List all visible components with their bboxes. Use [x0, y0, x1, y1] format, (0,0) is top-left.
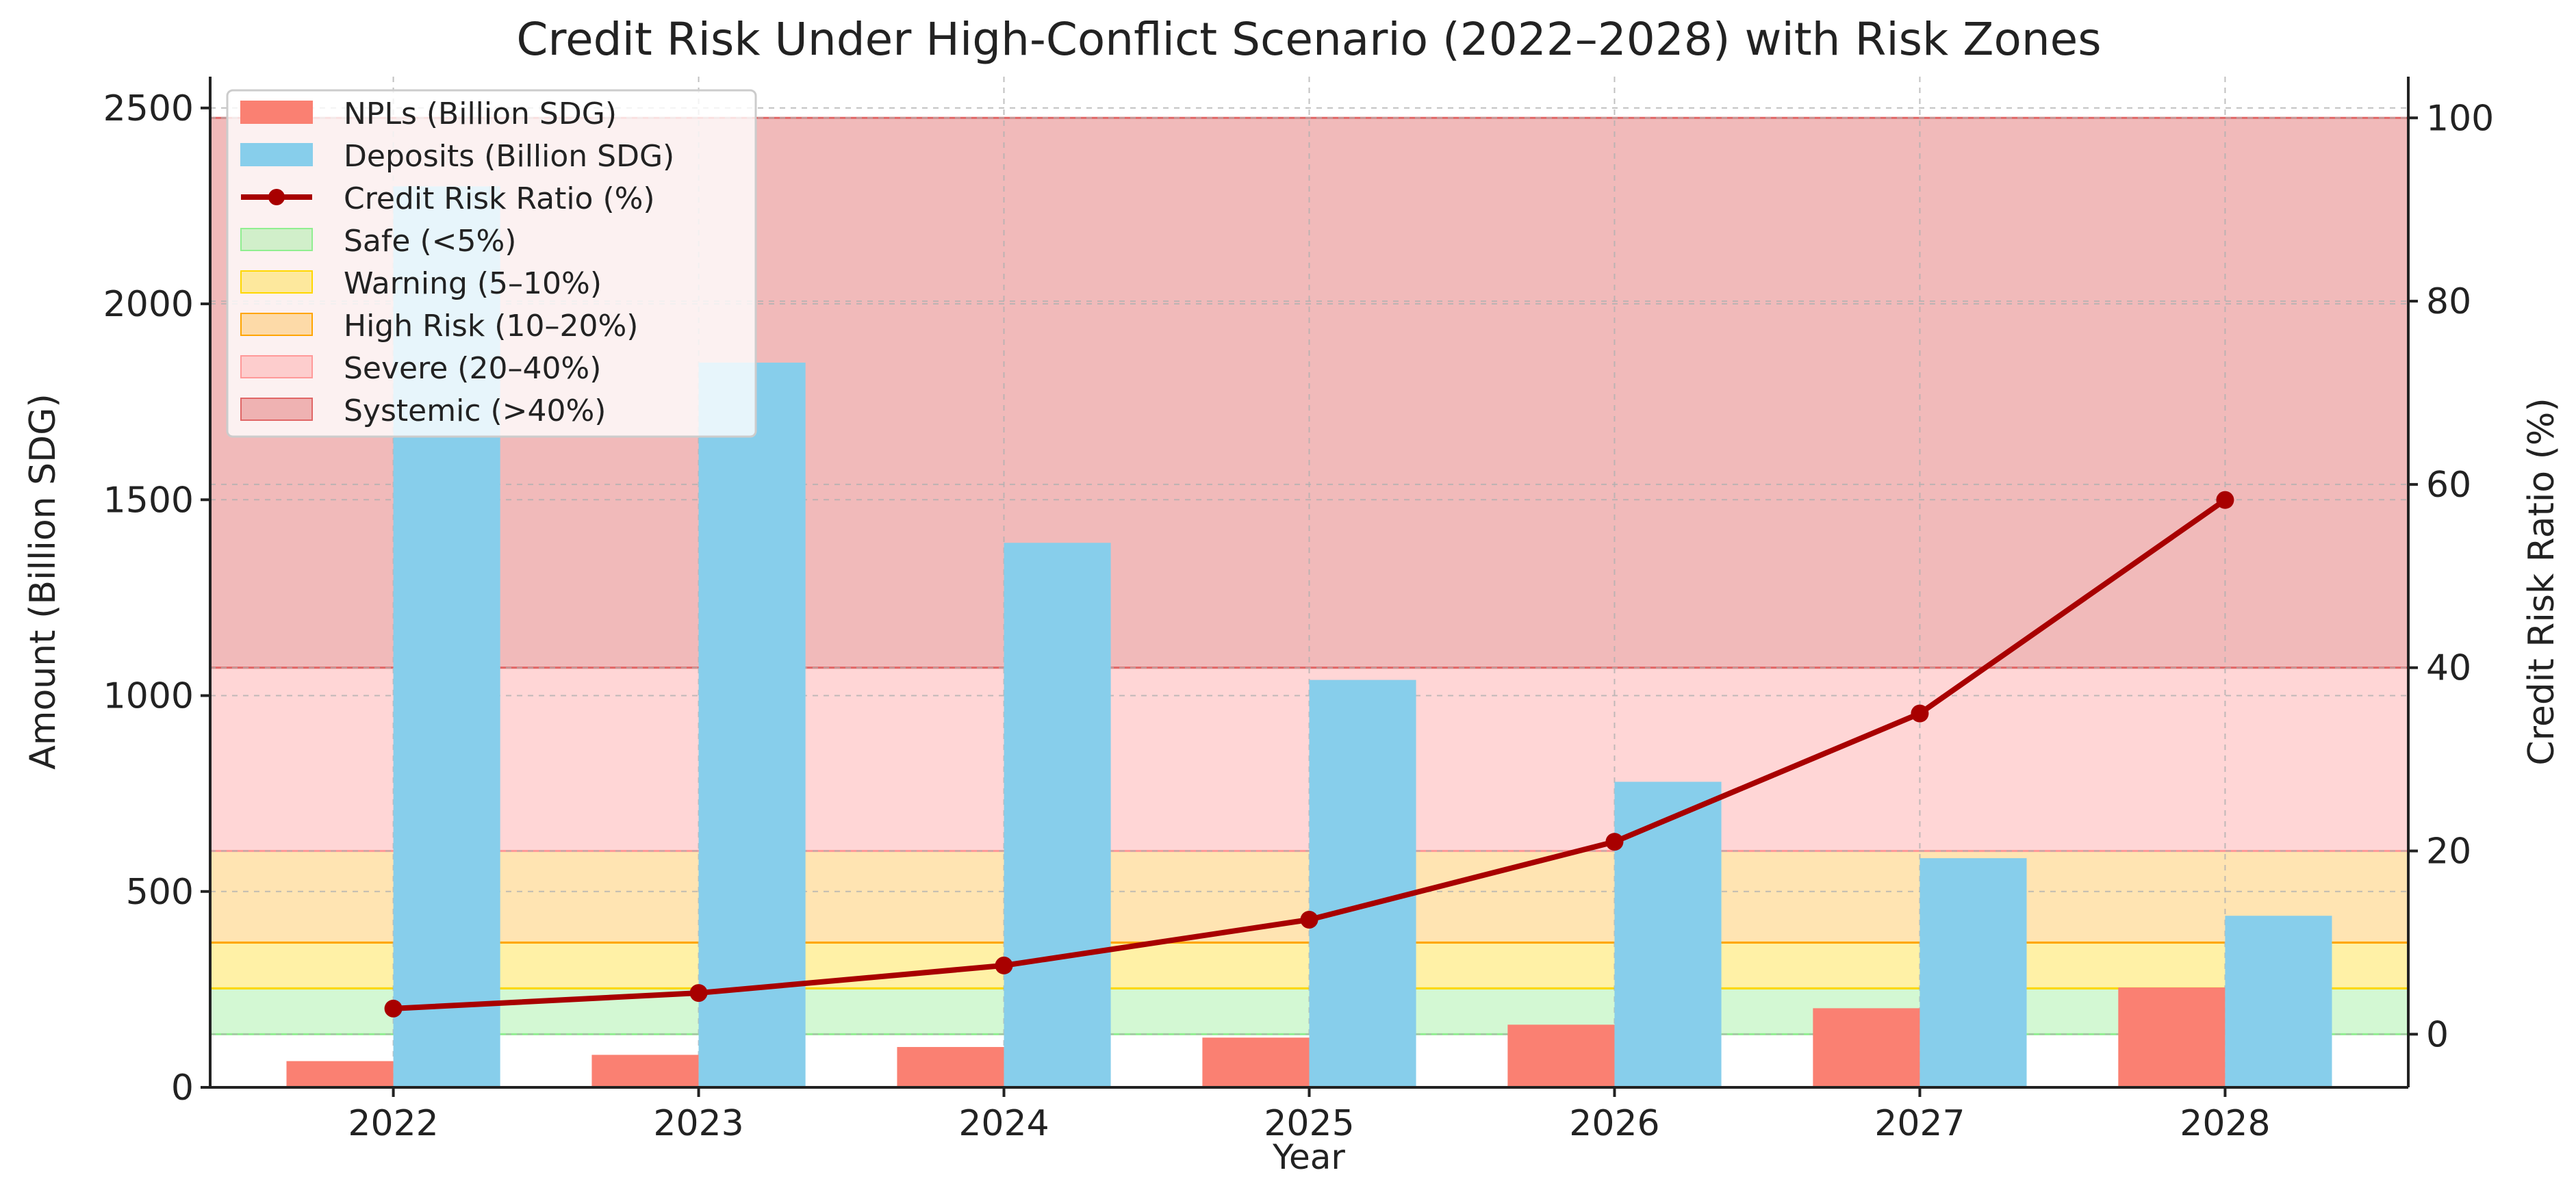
legend-label-1: Deposits (Billion SDG) — [344, 139, 674, 174]
risk-ratio-point-2027 — [1911, 704, 1929, 723]
bar-deposits-2023 — [698, 362, 806, 1087]
x-tick-label-2023: 2023 — [653, 1103, 743, 1144]
legend-swatch-6 — [240, 355, 313, 378]
x-tick-label-2025: 2025 — [1264, 1103, 1354, 1144]
risk-ratio-point-2026 — [1605, 833, 1624, 851]
risk-ratio-line — [384, 491, 2234, 1018]
bar-deposits-2024 — [1004, 543, 1111, 1087]
x-tick-label-2027: 2027 — [1874, 1103, 1965, 1144]
legend-label-4: Warning (5–10%) — [344, 266, 602, 301]
bars — [286, 186, 2332, 1088]
bar-deposits-2025 — [1309, 680, 1416, 1087]
legend-label-2: Credit Risk Ratio (%) — [344, 181, 655, 216]
y-tick-label-0: 0 — [171, 1068, 194, 1109]
legend: NPLs (Billion SDG) Deposits (Billion SDG)… — [226, 89, 757, 438]
risk-ratio-point-2025 — [1300, 910, 1318, 929]
legend-swatch-5 — [240, 313, 313, 336]
y-tick-label-5: 2500 — [103, 88, 194, 129]
y-axis-label: Amount (Billion SDG) — [23, 393, 64, 770]
legend-label-3: Safe (<5%) — [344, 224, 516, 259]
legend-swatch-7 — [240, 398, 313, 421]
legend-label-0: NPLs (Billion SDG) — [344, 96, 617, 131]
bar-npl-2023 — [591, 1055, 699, 1087]
bar-npl-2025 — [1202, 1037, 1310, 1087]
risk-ratio-point-2022 — [384, 999, 403, 1018]
y-tick-label-3: 1500 — [103, 480, 194, 521]
y2-tick-label-0: 0 — [2426, 1014, 2449, 1055]
y-tick-label-4: 2000 — [103, 284, 194, 325]
legend-label-6: Severe (20–40%) — [344, 351, 601, 386]
legend-label-5: High Risk (10–20%) — [344, 309, 638, 344]
x-tick-label-2024: 2024 — [958, 1103, 1049, 1144]
legend-swatch-3 — [240, 228, 313, 251]
legend-marker-2 — [268, 189, 285, 205]
legend-swatch-4 — [240, 270, 313, 294]
bar-npl-2024 — [897, 1047, 1004, 1087]
x-tick-label-2028: 2028 — [2180, 1103, 2270, 1144]
legend-swatch-1 — [240, 143, 313, 166]
chart-title: Credit Risk Under High-Conflict Scenario… — [516, 13, 2101, 66]
x-tick-label-2026: 2026 — [1569, 1103, 1659, 1144]
y2-tick-label-1: 20 — [2426, 831, 2471, 872]
x-axis-label: Year — [1272, 1137, 1345, 1177]
risk-ratio-point-2024 — [995, 956, 1013, 974]
x-tick-label-2022: 2022 — [348, 1103, 438, 1144]
legend-swatch-0 — [240, 101, 313, 124]
axes: 0 500 1000 1500 2000 2500 0 20 40 60 80 100 2022 2023… — [103, 77, 2494, 1144]
bar-npl-2022 — [286, 1061, 394, 1087]
bar-npl-2026 — [1507, 1024, 1615, 1087]
bar-npl-2027 — [1813, 1008, 1920, 1087]
bar-deposits-2026 — [1614, 781, 1722, 1087]
y2-tick-label-2: 40 — [2426, 648, 2471, 689]
legend-box — [226, 89, 757, 438]
risk-ratio-point-2028 — [2216, 491, 2234, 509]
y2-axis-label: Credit Risk Ratio (%) — [2521, 398, 2562, 765]
bar-deposits-2027 — [1920, 858, 2027, 1087]
y-tick-label-2: 1000 — [103, 676, 194, 717]
legend-label-7: Systemic (>40%) — [344, 393, 606, 428]
y2-tick-label-3: 60 — [2426, 465, 2471, 506]
y-tick-label-1: 500 — [126, 872, 194, 913]
y2-tick-label-4: 80 — [2426, 281, 2471, 322]
bar-npl-2028 — [2118, 987, 2226, 1087]
bar-deposits-2028 — [2225, 916, 2332, 1087]
risk-ratio-point-2023 — [689, 984, 708, 1003]
y2-tick-label-5: 100 — [2426, 98, 2494, 139]
